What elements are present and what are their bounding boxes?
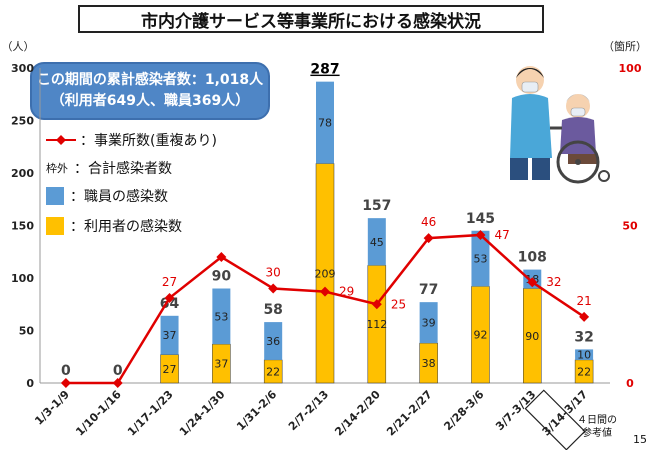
legend-users-label: ：利用者の感染数: [70, 219, 182, 235]
y-tick-left: 50: [19, 325, 35, 338]
total-label: 157: [362, 198, 391, 214]
bar-users-label: 38: [422, 357, 436, 370]
bar-staff: [471, 230, 490, 287]
caregiver-illustration: [510, 66, 610, 184]
bar-users-label: 22: [266, 365, 280, 378]
total-label: 108: [518, 250, 547, 266]
line-marker-icon: [46, 135, 76, 145]
total-label: 145: [466, 211, 495, 227]
y-tick-left: 100: [11, 272, 34, 285]
facilities-point: [268, 283, 279, 294]
summary-box: この期間の累計感染者数：1,018人 （利用者649人、職員369人）: [30, 62, 270, 120]
x-tick-label: 1/3-1/9: [32, 388, 72, 428]
legend-total-label: ：合計感染者数: [74, 161, 172, 177]
reference-note: ４日間の 参考値: [577, 415, 617, 439]
y-axis-left-label: （人）: [2, 40, 35, 53]
facilities-label: 25: [391, 297, 406, 311]
bar-staff: [367, 218, 386, 266]
legend-total-prefix: 枠外: [46, 162, 68, 175]
facilities-label: 46: [421, 215, 436, 229]
x-tick-label: 1/31-2/6: [234, 388, 279, 433]
facilities-point: [216, 252, 227, 262]
x-tick-label: 3/7-3/13: [493, 388, 538, 433]
bar-users-label: 27: [163, 363, 177, 376]
facilities-label: 29: [339, 285, 354, 299]
bar-staff-label: 53: [473, 253, 487, 266]
users-swatch: [46, 217, 64, 235]
staff-swatch: [46, 187, 64, 205]
facilities-label: 21: [576, 294, 591, 308]
summary-line-1: この期間の累計感染者数：1,018人: [36, 72, 264, 88]
facilities-label: 32: [546, 275, 561, 289]
page-title: 市内介護サービス等事業所における感染状況: [78, 5, 544, 33]
facilities-point: [579, 311, 590, 322]
total-label: 0: [61, 363, 71, 379]
bar-staff: [264, 322, 283, 360]
legend-staff-label: ：職員の感染数: [70, 189, 168, 205]
bar-users-label: 37: [214, 358, 228, 371]
summary-line-2: （利用者649人、職員369人）: [50, 93, 250, 109]
facilities-point: [164, 292, 175, 303]
total-label: 58: [263, 302, 282, 318]
total-label: 0: [113, 363, 123, 379]
bar-users-label: 92: [473, 329, 487, 342]
bar-users-label: 22: [577, 365, 591, 378]
bar-staff-label: 10: [577, 349, 591, 362]
total-label: 77: [419, 282, 438, 298]
boxed-category-frame: [524, 389, 586, 450]
facilities-point: [112, 378, 123, 388]
total-label: 287: [310, 62, 339, 78]
x-tick-label: 1/10-1/16: [73, 388, 124, 439]
x-tick-label: 2/7-2/13: [286, 388, 331, 433]
bar-staff: [316, 81, 334, 164]
bar-staff-label: 78: [318, 117, 332, 130]
facilities-point: [475, 229, 486, 240]
page-number: 15: [633, 433, 647, 446]
legend-total: 枠外 ：合計感染者数: [46, 158, 172, 178]
bar-staff: [212, 288, 231, 345]
bar-staff: [419, 302, 438, 344]
facilities-label: 27: [162, 275, 177, 289]
legend-staff: ：職員の感染数: [46, 186, 168, 206]
bar-staff-label: 37: [163, 329, 177, 342]
bar-staff: [160, 315, 179, 355]
facilities-label: 30: [266, 266, 281, 280]
facilities-point: [371, 299, 382, 310]
y-tick-right: 50: [622, 220, 638, 233]
x-tick-label: 2/21-2/27: [384, 388, 435, 439]
bar-users-label: 209: [315, 267, 336, 280]
facilities-point: [320, 286, 330, 297]
y-tick-left: 0: [26, 377, 34, 390]
x-tick-label: 2/14-2/20: [332, 388, 383, 439]
x-tick-label: 2/28-3/6: [441, 388, 486, 433]
facilities-label: 47: [494, 228, 509, 242]
legend-facilities: ：事業所数(重複あり): [46, 130, 217, 150]
y-tick-left: 300: [11, 62, 34, 75]
facilities-point: [60, 378, 71, 388]
bar-users-label: 90: [525, 330, 539, 343]
total-label: 90: [212, 269, 232, 285]
x-tick-label: 1/24-1/30: [177, 388, 228, 439]
y-tick-left: 150: [11, 220, 34, 233]
facilities-point: [423, 233, 434, 244]
bar-staff-label: 53: [214, 310, 228, 323]
y-tick-right: 0: [626, 377, 634, 390]
x-tick-label: 1/17-1/23: [125, 388, 176, 439]
y-axis-right-label: （箇所）: [603, 39, 647, 53]
legend-users: ：利用者の感染数: [46, 216, 182, 236]
bar-staff-label: 45: [370, 236, 384, 249]
legend-facilities-label: ：事業所数(重複あり): [80, 133, 217, 149]
y-tick-left: 200: [11, 167, 34, 180]
total-label: 32: [574, 329, 593, 345]
y-tick-left: 250: [11, 115, 34, 128]
bar-staff-label: 36: [266, 335, 280, 348]
bar-staff: [575, 349, 594, 360]
facilities-point: [527, 277, 538, 288]
bar-users-label: 112: [366, 318, 387, 331]
bar-staff-label: 39: [422, 317, 436, 330]
y-tick-right: 100: [619, 62, 642, 75]
